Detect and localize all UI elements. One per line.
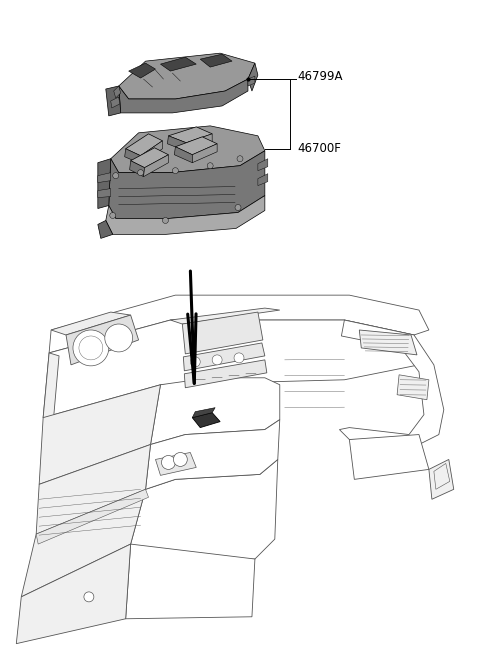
Polygon shape (192, 413, 220, 428)
Polygon shape (156, 453, 196, 476)
Polygon shape (126, 544, 255, 619)
Polygon shape (43, 353, 59, 424)
Polygon shape (151, 378, 280, 445)
Polygon shape (185, 134, 212, 150)
Circle shape (161, 455, 175, 469)
Text: 46700F: 46700F (298, 143, 342, 155)
Polygon shape (175, 137, 217, 155)
Polygon shape (106, 86, 120, 116)
Polygon shape (131, 459, 278, 564)
Polygon shape (111, 126, 265, 173)
Circle shape (234, 353, 244, 363)
Polygon shape (192, 144, 217, 163)
Polygon shape (36, 445, 151, 534)
Circle shape (190, 357, 200, 367)
Polygon shape (43, 320, 419, 418)
Circle shape (172, 168, 179, 173)
Polygon shape (21, 489, 145, 597)
Circle shape (173, 453, 187, 466)
Circle shape (235, 204, 241, 210)
Polygon shape (339, 320, 444, 445)
Circle shape (162, 217, 168, 223)
Polygon shape (349, 434, 429, 480)
Polygon shape (145, 420, 280, 489)
Polygon shape (170, 308, 280, 324)
Circle shape (110, 212, 116, 219)
Circle shape (84, 592, 94, 602)
Polygon shape (98, 189, 111, 198)
Polygon shape (130, 161, 144, 177)
Polygon shape (131, 148, 168, 168)
Polygon shape (168, 127, 212, 143)
Circle shape (105, 324, 132, 352)
Polygon shape (429, 459, 454, 499)
Polygon shape (144, 155, 168, 177)
Polygon shape (114, 86, 120, 98)
Polygon shape (160, 57, 196, 71)
Polygon shape (258, 173, 268, 186)
Polygon shape (98, 221, 113, 238)
Polygon shape (98, 159, 111, 208)
Polygon shape (51, 312, 131, 335)
Polygon shape (111, 97, 120, 108)
Text: 46799A: 46799A (298, 70, 343, 83)
Polygon shape (109, 150, 265, 219)
Polygon shape (106, 196, 265, 235)
Circle shape (138, 170, 144, 175)
Polygon shape (192, 407, 215, 418)
Polygon shape (119, 79, 248, 113)
Polygon shape (129, 63, 156, 78)
Polygon shape (174, 147, 192, 163)
Polygon shape (168, 136, 186, 150)
Polygon shape (125, 148, 141, 164)
Circle shape (237, 156, 243, 162)
Polygon shape (39, 385, 160, 484)
Polygon shape (360, 330, 417, 355)
Circle shape (212, 355, 222, 365)
Polygon shape (182, 312, 263, 354)
Polygon shape (16, 544, 131, 644)
Circle shape (113, 173, 119, 179)
Polygon shape (258, 159, 268, 171)
Polygon shape (183, 343, 265, 371)
Polygon shape (141, 141, 162, 164)
Polygon shape (248, 76, 255, 86)
Polygon shape (248, 63, 258, 91)
Circle shape (207, 163, 213, 169)
Polygon shape (66, 315, 139, 365)
Polygon shape (184, 360, 267, 388)
Polygon shape (98, 173, 111, 183)
Polygon shape (49, 295, 429, 353)
Polygon shape (397, 374, 429, 399)
Polygon shape (126, 134, 162, 156)
Polygon shape (36, 489, 148, 544)
Polygon shape (200, 54, 232, 67)
Polygon shape (119, 53, 255, 99)
Circle shape (73, 330, 109, 366)
